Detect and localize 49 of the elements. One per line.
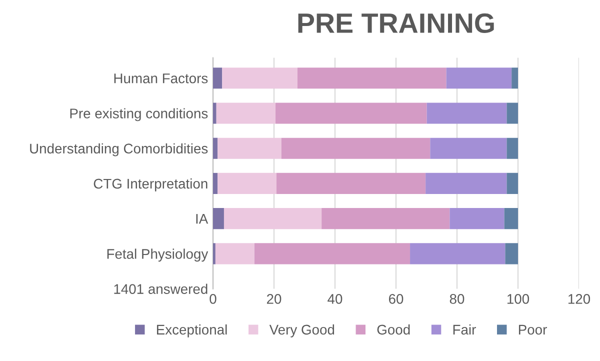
bar	[213, 138, 218, 159]
legend-label: Fair	[453, 324, 476, 335]
bar	[426, 102, 507, 124]
bar	[281, 138, 430, 159]
legend-label: Good	[377, 324, 410, 335]
bar	[213, 68, 222, 89]
y-tick-label: Fetal Physiology	[107, 248, 208, 262]
legend-label: Poor	[518, 324, 547, 335]
bar	[218, 138, 282, 159]
chart-title: PRE TRAINING	[298, 13, 494, 34]
bar	[410, 243, 506, 264]
bar	[276, 102, 427, 124]
bar	[505, 243, 518, 264]
legend-label: Very Good	[269, 324, 334, 338]
bar	[426, 172, 507, 194]
y-tick-label: Human Factors	[114, 74, 208, 84]
y-tick-label: 1401 answered	[114, 284, 208, 294]
bar	[224, 208, 322, 230]
y-tick-label: Understanding Comorbidities	[30, 143, 208, 156]
bar	[506, 138, 518, 159]
x-tick-label: 40	[328, 294, 342, 304]
bar	[215, 243, 254, 264]
bar	[512, 68, 518, 89]
y-tick-label: CTG Interpretation	[94, 178, 208, 192]
bar	[446, 68, 512, 89]
x-tick-label: 20	[266, 294, 282, 304]
bar	[213, 102, 216, 124]
x-tick-label: 0	[210, 294, 216, 304]
bar	[222, 68, 298, 89]
bar	[216, 102, 276, 124]
bar	[276, 172, 426, 194]
bar	[430, 138, 507, 159]
bar	[218, 172, 276, 194]
bar	[504, 208, 518, 230]
x-tick-label: 80	[450, 294, 464, 304]
x-tick-label: 100	[507, 294, 530, 304]
x-tick-label: 120	[568, 294, 590, 304]
x-tick-label: 60	[388, 294, 404, 304]
y-tick-label: IA	[196, 214, 208, 224]
bar	[506, 172, 518, 194]
bar	[254, 243, 410, 264]
y-tick-label: Pre existing conditions	[70, 108, 208, 122]
bar	[213, 172, 218, 194]
bar	[450, 208, 504, 230]
bar	[322, 208, 450, 230]
bar	[213, 208, 224, 230]
bar	[506, 102, 518, 124]
bar	[297, 68, 446, 89]
legend-label: Exceptional	[156, 324, 227, 338]
